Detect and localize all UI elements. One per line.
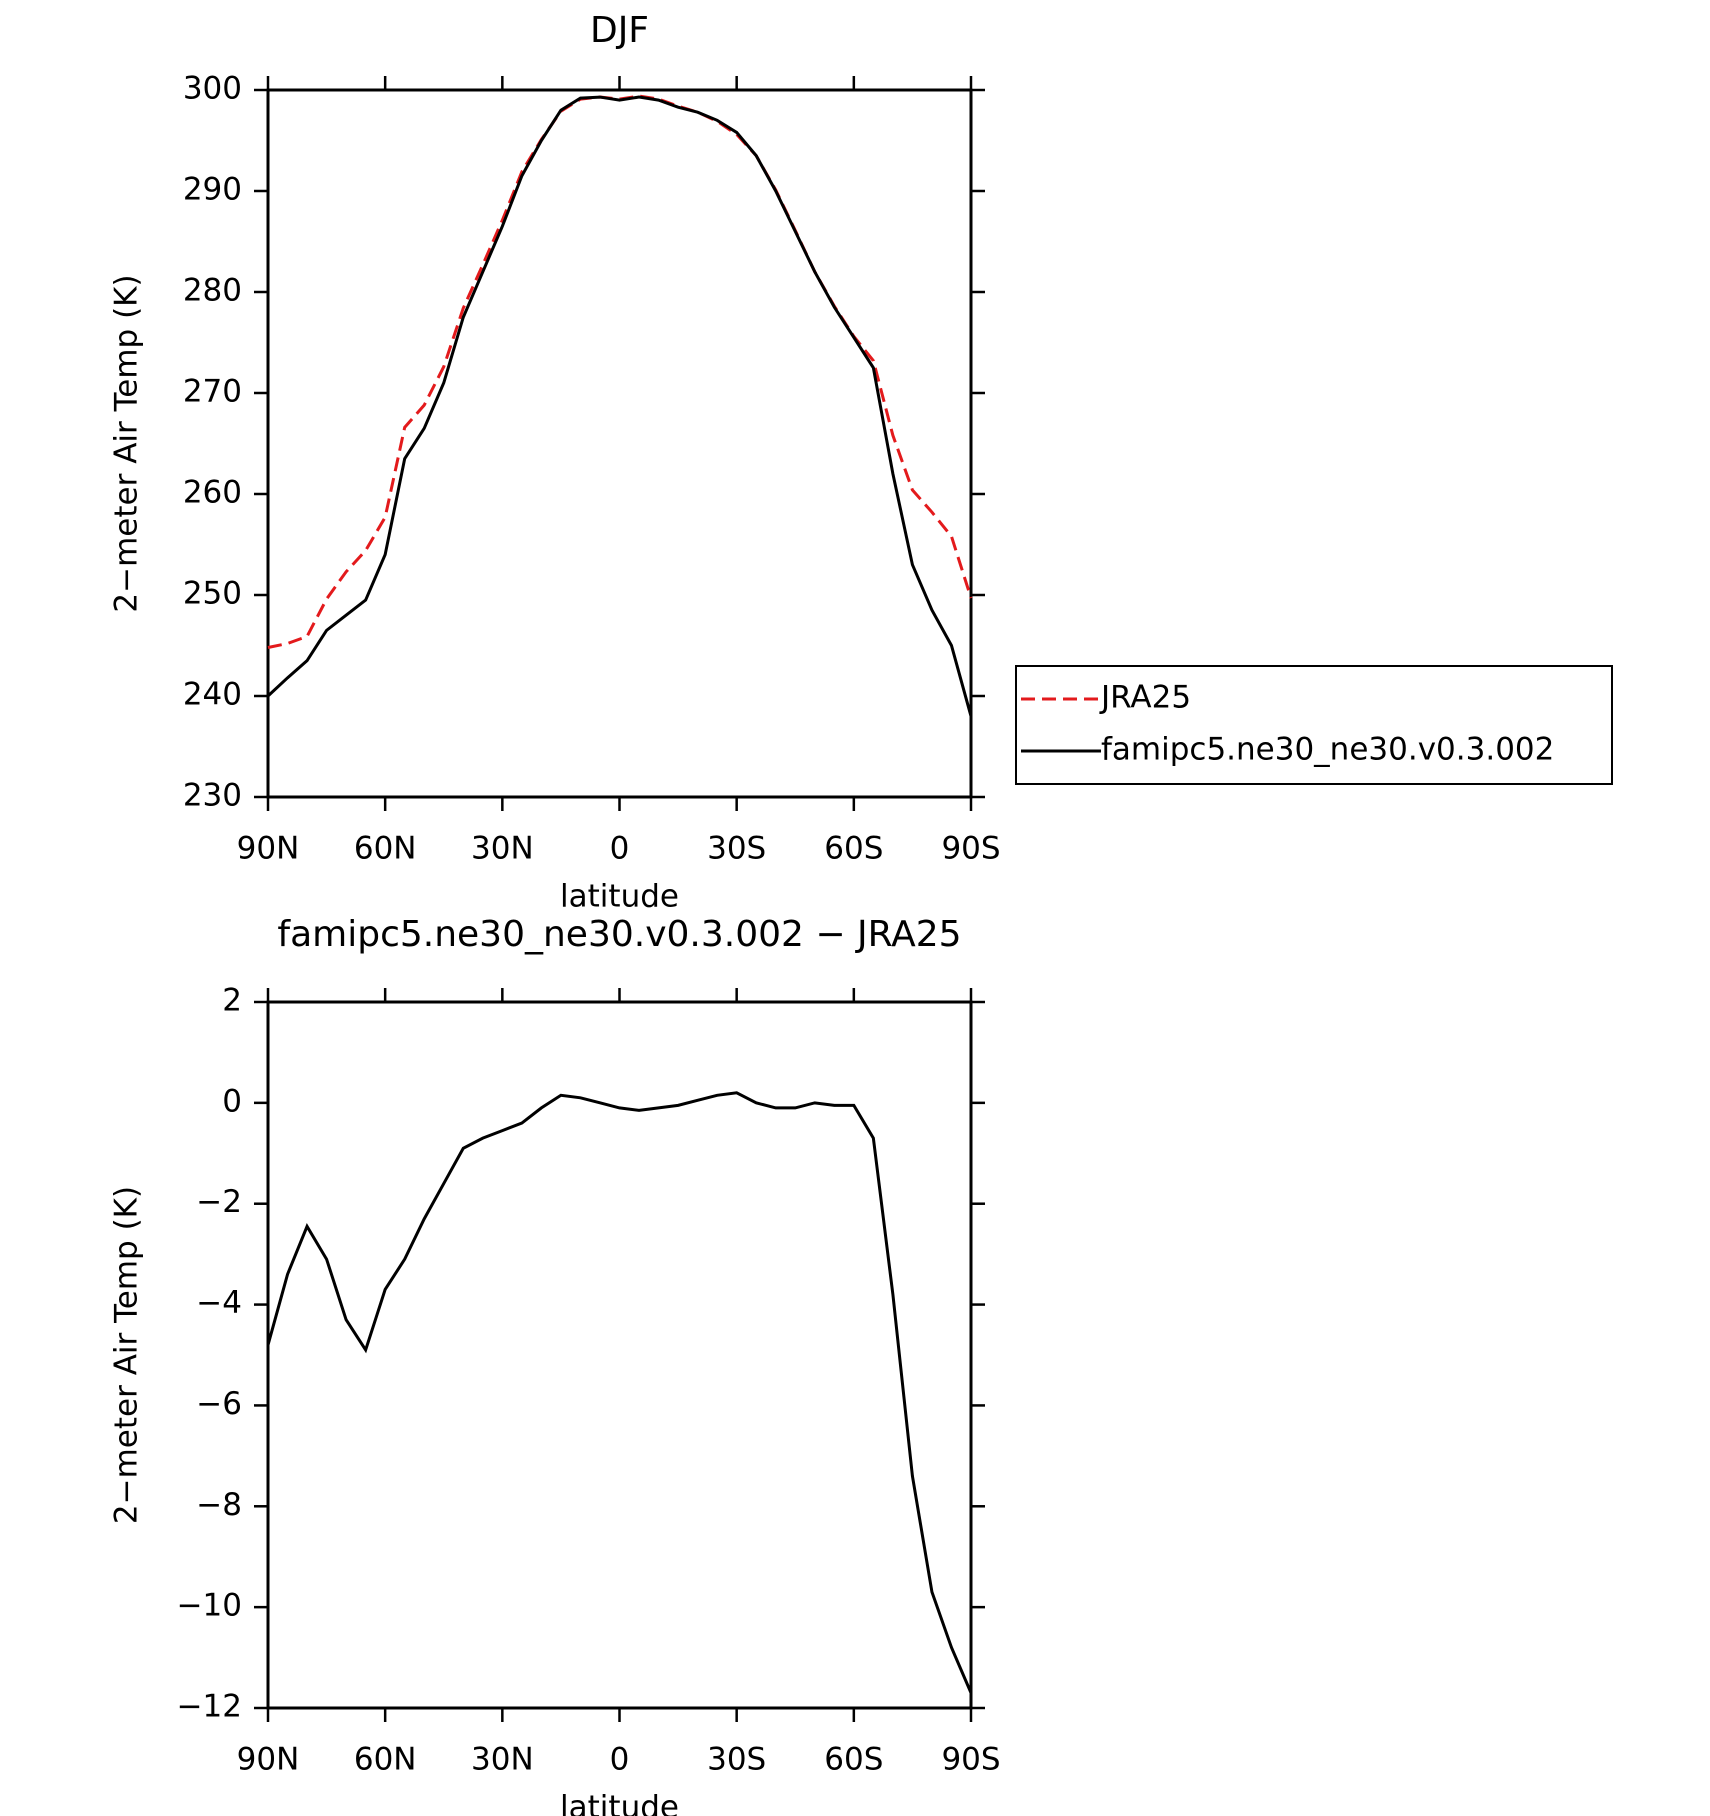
legend-box <box>1015 665 1613 785</box>
legend-label: famipc5.ne30_ne30.v0.3.002 <box>1101 732 1554 768</box>
y-tick-label: 250 <box>183 576 242 612</box>
y-tick-label: 0 <box>222 1083 242 1119</box>
y-tick-label: −10 <box>177 1588 242 1624</box>
y-tick-label: 240 <box>183 677 242 713</box>
y-tick-label: −6 <box>196 1386 242 1422</box>
y-tick-label: 290 <box>183 172 242 208</box>
data-line <box>267 94 973 649</box>
y-axis-label: 2−meter Air Temp (K) <box>109 1186 145 1524</box>
y-tick-label: 260 <box>183 475 242 511</box>
y-tick-label: −2 <box>196 1184 242 1220</box>
x-tick-label: 30N <box>471 831 534 867</box>
y-tick-label: 300 <box>183 71 242 107</box>
x-tick-label: 0 <box>610 1742 630 1778</box>
x-axis-label: latitude <box>560 879 679 915</box>
x-axis-label: latitude <box>560 1790 679 1816</box>
chart-title: famipc5.ne30_ne30.v0.3.002 − JRA25 <box>277 914 961 955</box>
x-tick-label: 90S <box>941 831 1000 867</box>
x-tick-label: 60S <box>824 1742 883 1778</box>
x-tick-label: 30S <box>707 831 766 867</box>
y-tick-label: 280 <box>183 273 242 309</box>
x-tick-label: 30S <box>707 1742 766 1778</box>
x-tick-label: 90N <box>237 831 300 867</box>
y-tick-label: 2 <box>222 983 242 1019</box>
plot-frame <box>266 88 973 799</box>
plot-frame <box>266 1000 973 1710</box>
data-line <box>266 1091 973 1694</box>
y-tick-label: −12 <box>177 1689 242 1725</box>
y-tick-label: 270 <box>183 374 242 410</box>
y-tick-label: 230 <box>183 778 242 814</box>
x-tick-label: 60N <box>354 831 417 867</box>
data-line <box>266 95 973 717</box>
x-tick-label: 90S <box>941 1742 1000 1778</box>
y-tick-label: −8 <box>196 1487 242 1523</box>
chart-title: DJF <box>590 10 649 51</box>
x-tick-label: 0 <box>610 831 630 867</box>
x-tick-label: 60N <box>354 1742 417 1778</box>
legend-label: JRA25 <box>1099 680 1191 716</box>
x-tick-label: 90N <box>237 1742 300 1778</box>
y-axis-label: 2−meter Air Temp (K) <box>109 274 145 612</box>
x-tick-label: 60S <box>824 831 883 867</box>
y-tick-label: −4 <box>196 1285 242 1321</box>
x-tick-label: 30N <box>471 1742 534 1778</box>
